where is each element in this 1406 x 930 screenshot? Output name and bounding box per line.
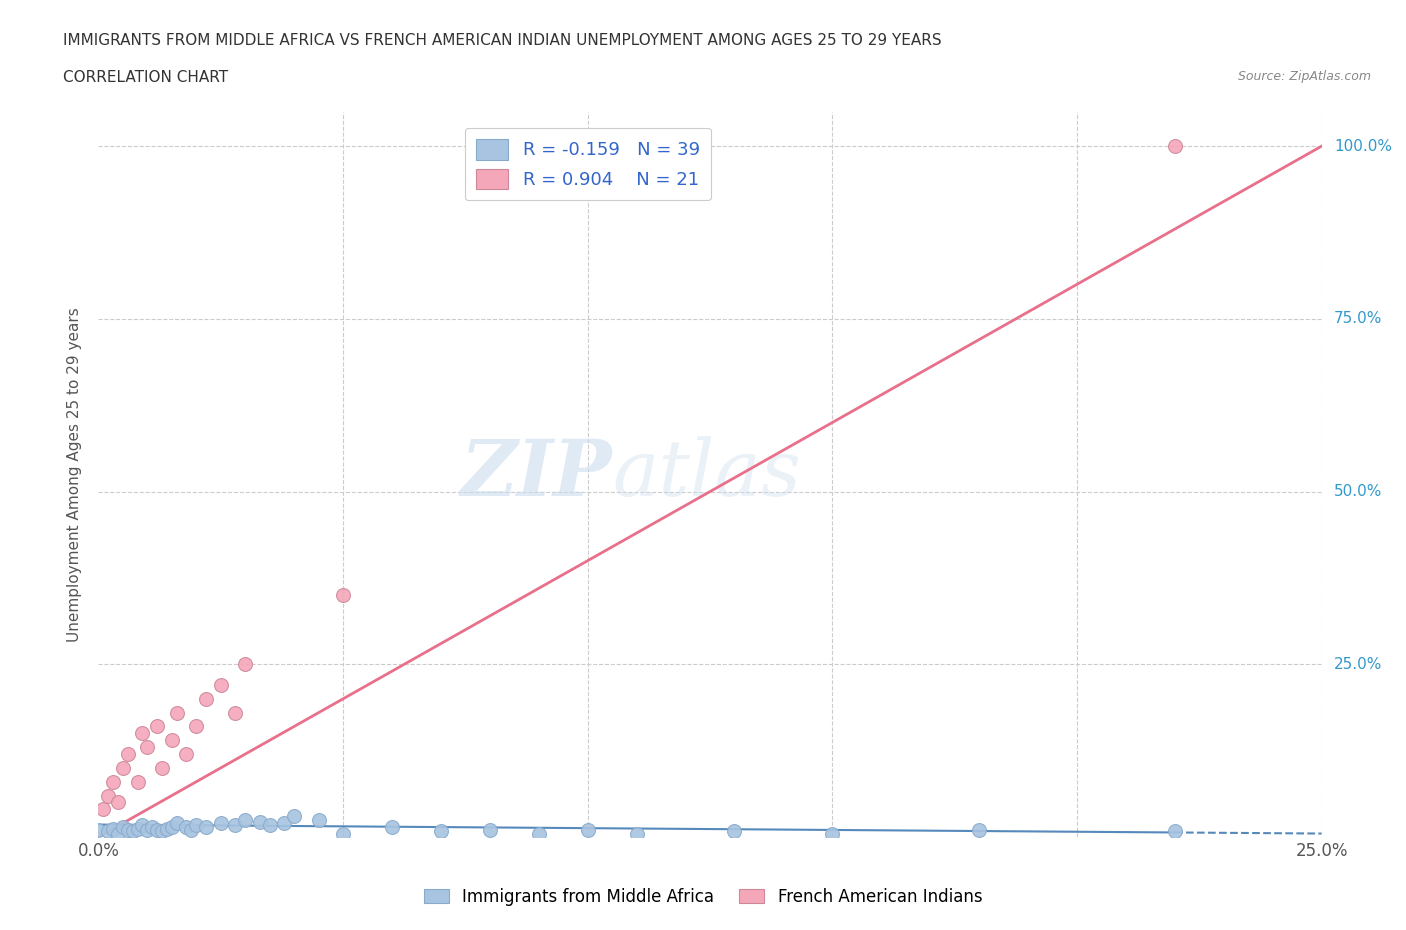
Text: 75.0%: 75.0% xyxy=(1334,312,1382,326)
Point xyxy=(166,705,188,720)
Point xyxy=(97,788,120,803)
Point xyxy=(146,823,169,838)
Point xyxy=(527,826,550,841)
Text: 100.0%: 100.0% xyxy=(1334,139,1392,153)
Point xyxy=(180,823,202,838)
Point xyxy=(249,815,271,830)
Point xyxy=(967,823,990,838)
Point xyxy=(141,819,163,834)
Point xyxy=(723,824,745,839)
Text: ZIP: ZIP xyxy=(461,436,612,512)
Point xyxy=(131,726,153,741)
Point xyxy=(332,826,354,841)
Point xyxy=(209,816,232,830)
Legend: R = -0.159   N = 39, R = 0.904    N = 21: R = -0.159 N = 39, R = 0.904 N = 21 xyxy=(465,128,710,200)
Point xyxy=(209,678,232,693)
Point xyxy=(224,705,246,720)
Point xyxy=(136,823,159,838)
Point xyxy=(160,819,183,834)
Text: 25.0%: 25.0% xyxy=(1334,657,1382,671)
Point xyxy=(1164,139,1187,153)
Point xyxy=(332,588,354,603)
Point xyxy=(186,719,208,734)
Point xyxy=(87,823,110,838)
Point xyxy=(626,826,648,841)
Point xyxy=(136,739,159,754)
Point xyxy=(176,819,198,834)
Point xyxy=(430,824,453,839)
Point xyxy=(381,819,404,834)
Text: CORRELATION CHART: CORRELATION CHART xyxy=(63,70,228,85)
Point xyxy=(97,824,120,839)
Point xyxy=(107,826,129,841)
Point xyxy=(150,824,173,839)
Point xyxy=(111,819,134,834)
Legend: Immigrants from Middle Africa, French American Indians: Immigrants from Middle Africa, French Am… xyxy=(418,881,988,912)
Point xyxy=(107,795,129,810)
Point xyxy=(117,823,139,838)
Point xyxy=(91,802,114,817)
Point xyxy=(101,775,124,790)
Point xyxy=(166,816,188,830)
Point xyxy=(576,823,599,838)
Point xyxy=(478,823,501,838)
Point xyxy=(156,821,179,836)
Point xyxy=(273,816,295,830)
Text: 50.0%: 50.0% xyxy=(1334,485,1382,499)
Point xyxy=(150,761,173,776)
Point xyxy=(195,691,218,706)
Point xyxy=(233,657,256,671)
Point xyxy=(821,826,844,841)
Point xyxy=(131,817,153,832)
Point xyxy=(224,817,246,832)
Text: atlas: atlas xyxy=(612,436,801,512)
Point xyxy=(101,821,124,836)
Point xyxy=(283,809,305,824)
Point xyxy=(121,824,143,839)
Point xyxy=(195,819,218,834)
Point xyxy=(308,812,330,827)
Point xyxy=(127,775,149,790)
Point xyxy=(160,733,183,748)
Point xyxy=(186,817,208,832)
Y-axis label: Unemployment Among Ages 25 to 29 years: Unemployment Among Ages 25 to 29 years xyxy=(67,307,83,642)
Point xyxy=(146,719,169,734)
Text: IMMIGRANTS FROM MIDDLE AFRICA VS FRENCH AMERICAN INDIAN UNEMPLOYMENT AMONG AGES : IMMIGRANTS FROM MIDDLE AFRICA VS FRENCH … xyxy=(63,33,942,47)
Point xyxy=(233,812,256,827)
Point xyxy=(176,747,198,762)
Point xyxy=(111,761,134,776)
Point xyxy=(1164,824,1187,839)
Point xyxy=(117,747,139,762)
Text: Source: ZipAtlas.com: Source: ZipAtlas.com xyxy=(1237,70,1371,83)
Point xyxy=(259,817,281,832)
Point xyxy=(127,821,149,836)
